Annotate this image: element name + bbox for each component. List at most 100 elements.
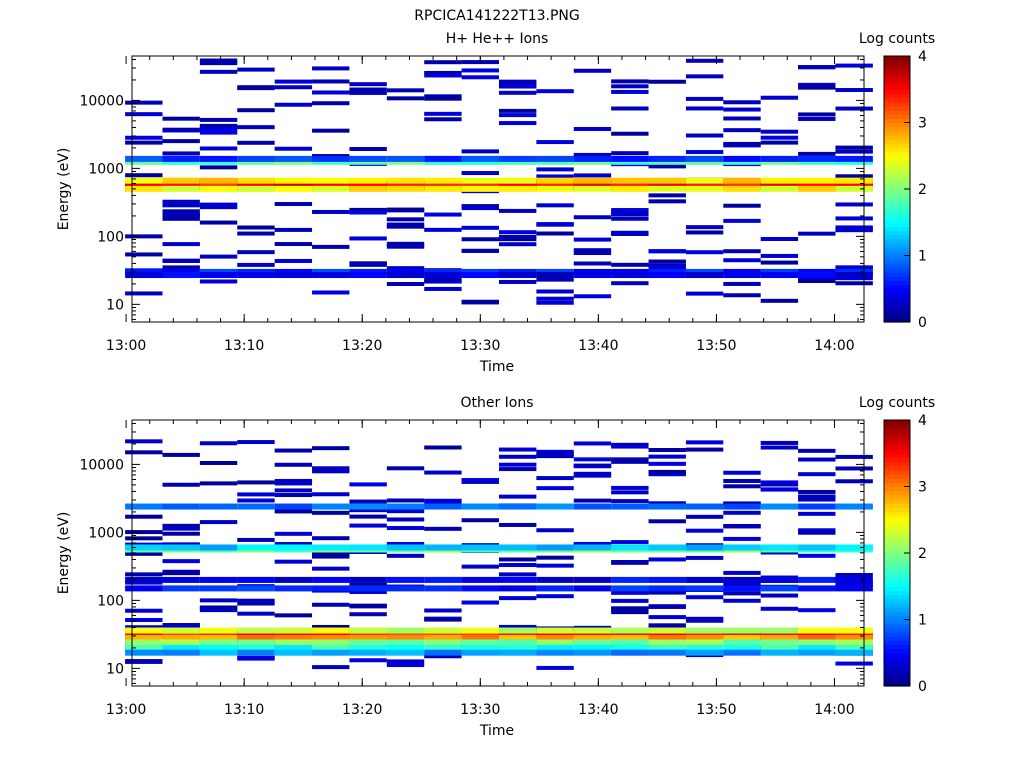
heatmap-cell (237, 262, 275, 267)
heatmap-cell (461, 149, 499, 154)
heatmap-cell (611, 262, 649, 267)
colorbar-swatch (884, 656, 910, 662)
heatmap-cell (274, 631, 313, 638)
heatmap-cell (536, 177, 574, 184)
heatmap-cell (237, 601, 275, 606)
heatmap-cell (498, 113, 537, 118)
heatmap-cell (498, 563, 537, 568)
heatmap-cell (573, 268, 612, 275)
x-axis-label: Time (479, 359, 514, 375)
heatmap-cell (162, 155, 200, 162)
panel-title: Other Ions (460, 395, 533, 411)
heatmap-cell (386, 541, 425, 546)
heatmap-cell (424, 498, 462, 503)
heatmap-cell (573, 639, 612, 646)
colorbar-swatch (884, 193, 910, 198)
heatmap-cell (349, 627, 387, 634)
heatmap-cell (237, 250, 275, 255)
heatmap-cell (461, 544, 499, 551)
heatmap-cell (274, 448, 313, 453)
heatmap-cell (237, 177, 275, 184)
heatmap-cell (386, 96, 425, 101)
heatmap-cell (274, 146, 313, 151)
heatmap-cell (798, 553, 836, 558)
heatmap-cell (237, 86, 275, 91)
heatmap-cell (386, 224, 425, 229)
heatmap-cell (386, 222, 425, 227)
heatmap-cell (349, 589, 387, 594)
colorbar-swatch (884, 444, 910, 450)
heatmap-cell (498, 155, 537, 162)
heatmap-cell (611, 212, 649, 217)
heatmap-cell (461, 627, 499, 634)
heatmap-cell (125, 634, 163, 641)
heatmap-cell (162, 177, 200, 184)
heatmap-cell (349, 544, 387, 551)
heatmap-cell (349, 272, 387, 279)
heatmap-cell (536, 585, 574, 592)
colorbar-swatch (884, 569, 910, 575)
heatmap-cell (573, 576, 612, 583)
heatmap-cell (424, 185, 462, 192)
heatmap-cell (424, 644, 462, 651)
heatmap-cell (424, 654, 462, 659)
heatmap-cell (162, 559, 200, 564)
panel-h-he-ions: H+ He++ Ions Log counts 13:00 13:10 13:20 1… (56, 31, 935, 375)
heatmap-cell (835, 272, 873, 279)
colorbar-swatch (884, 213, 910, 219)
colorbar-swatch (884, 101, 910, 107)
heatmap-cell (798, 116, 836, 121)
heatmap-cell (274, 613, 313, 618)
heatmap-cell (611, 79, 649, 84)
colorbar-swatch (884, 168, 910, 173)
heatmap-cell (162, 526, 200, 531)
heatmap-cell (424, 111, 462, 116)
heatmap-cell (648, 272, 686, 279)
colorbar-swatch (884, 453, 910, 459)
heatmap-cell (162, 199, 200, 204)
heatmap-cell (611, 151, 649, 156)
heatmap-cell (685, 544, 724, 551)
heatmap-cell (349, 576, 387, 583)
heatmap-cell (274, 559, 313, 564)
heatmap-cell (312, 466, 350, 471)
heatmap-cell (760, 260, 799, 265)
colorbar-swatch (884, 159, 910, 165)
colorbar-swatch (884, 197, 910, 203)
colorbar-swatch (884, 598, 910, 604)
heatmap-cell (237, 67, 275, 72)
heatmap-cell (274, 493, 313, 498)
heatmap-cell (237, 231, 275, 236)
heatmap-cell (386, 177, 425, 184)
colorbar-swatch (884, 478, 910, 483)
heatmap-cell (648, 623, 686, 628)
heatmap-cell (312, 602, 350, 607)
heatmap-cell (125, 140, 163, 145)
colorbar-swatch (884, 80, 910, 86)
heatmap-cell (199, 576, 238, 583)
heatmap-cell (498, 644, 537, 651)
heatmap-cell (798, 151, 836, 156)
heatmap-cell (648, 519, 686, 524)
heatmap-cell (237, 644, 275, 651)
heatmap-cell (125, 617, 163, 622)
heatmap-cell (162, 212, 200, 217)
heatmap-cell (349, 82, 387, 87)
heatmap-cell (723, 649, 761, 656)
heatmap-cell (312, 649, 350, 656)
heatmap-cell (349, 236, 387, 241)
heatmap-cell (424, 96, 462, 101)
colorbar-swatch (884, 461, 910, 467)
heatmap-cell (536, 476, 574, 481)
heatmap-cell (162, 634, 200, 641)
heatmap-cell (199, 631, 238, 638)
heatmap-cell (237, 140, 275, 145)
colorbar-swatch (884, 532, 910, 537)
heatmap-cell (349, 146, 387, 151)
colorbar-swatch (884, 586, 910, 592)
heatmap-cell (798, 112, 836, 117)
heatmap-cell (199, 608, 238, 613)
heatmap-cell (498, 268, 537, 275)
heatmap-cell (648, 268, 686, 275)
heatmap-cell (498, 639, 537, 646)
